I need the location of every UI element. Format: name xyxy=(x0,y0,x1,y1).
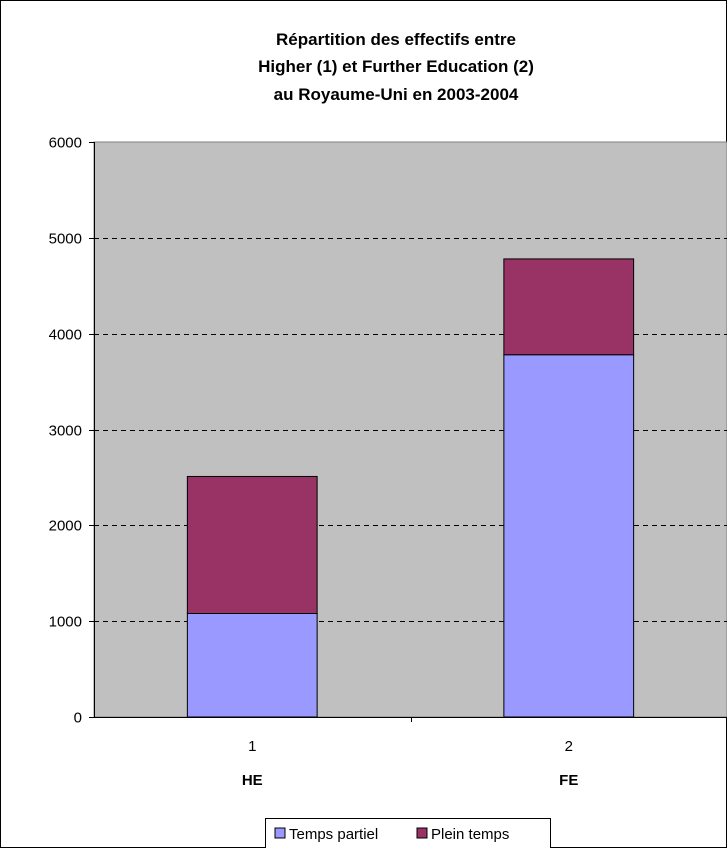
legend-label-1: Plein temps xyxy=(431,826,509,843)
chart-title: Répartition des effectifs entre Higher (… xyxy=(258,30,534,104)
y-tick-label: 6000 xyxy=(49,135,82,152)
y-tick-label: 2000 xyxy=(49,518,82,535)
bar-plein-temps-2 xyxy=(503,258,635,356)
bar-plein-temps-1 xyxy=(186,475,318,615)
legend-box xyxy=(265,818,551,851)
gridlines xyxy=(94,238,727,622)
x-category-label: 1 xyxy=(248,738,256,755)
chart-title-line-3: au Royaume-Uni en 2003-2004 xyxy=(274,85,519,104)
y-tick-label: 1000 xyxy=(49,614,82,631)
x-category-label: 2 xyxy=(565,738,573,755)
x-group-label: HE xyxy=(242,772,263,789)
legend: Temps partiel Plein temps xyxy=(265,818,551,851)
legend-swatch-0 xyxy=(274,827,286,839)
legend-swatch-1 xyxy=(416,827,428,839)
y-tick-label: 3000 xyxy=(49,423,82,440)
y-tick-label: 5000 xyxy=(49,231,82,248)
y-tick-label: 0 xyxy=(74,710,82,727)
x-group-label: FE xyxy=(559,772,578,789)
bar-temps-partiel-1 xyxy=(186,613,318,718)
bar-temps-partiel-2 xyxy=(503,354,635,718)
chart-title-line-2: Higher (1) et Further Education (2) xyxy=(258,57,534,76)
y-tick-label: 4000 xyxy=(49,327,82,344)
chart-title-line-1: Répartition des effectifs entre xyxy=(276,30,516,49)
axes: 0 1000 2000 3000 4000 5000 6000 1 HE 2 FE xyxy=(49,135,727,789)
legend-label-0: Temps partiel xyxy=(289,826,378,843)
